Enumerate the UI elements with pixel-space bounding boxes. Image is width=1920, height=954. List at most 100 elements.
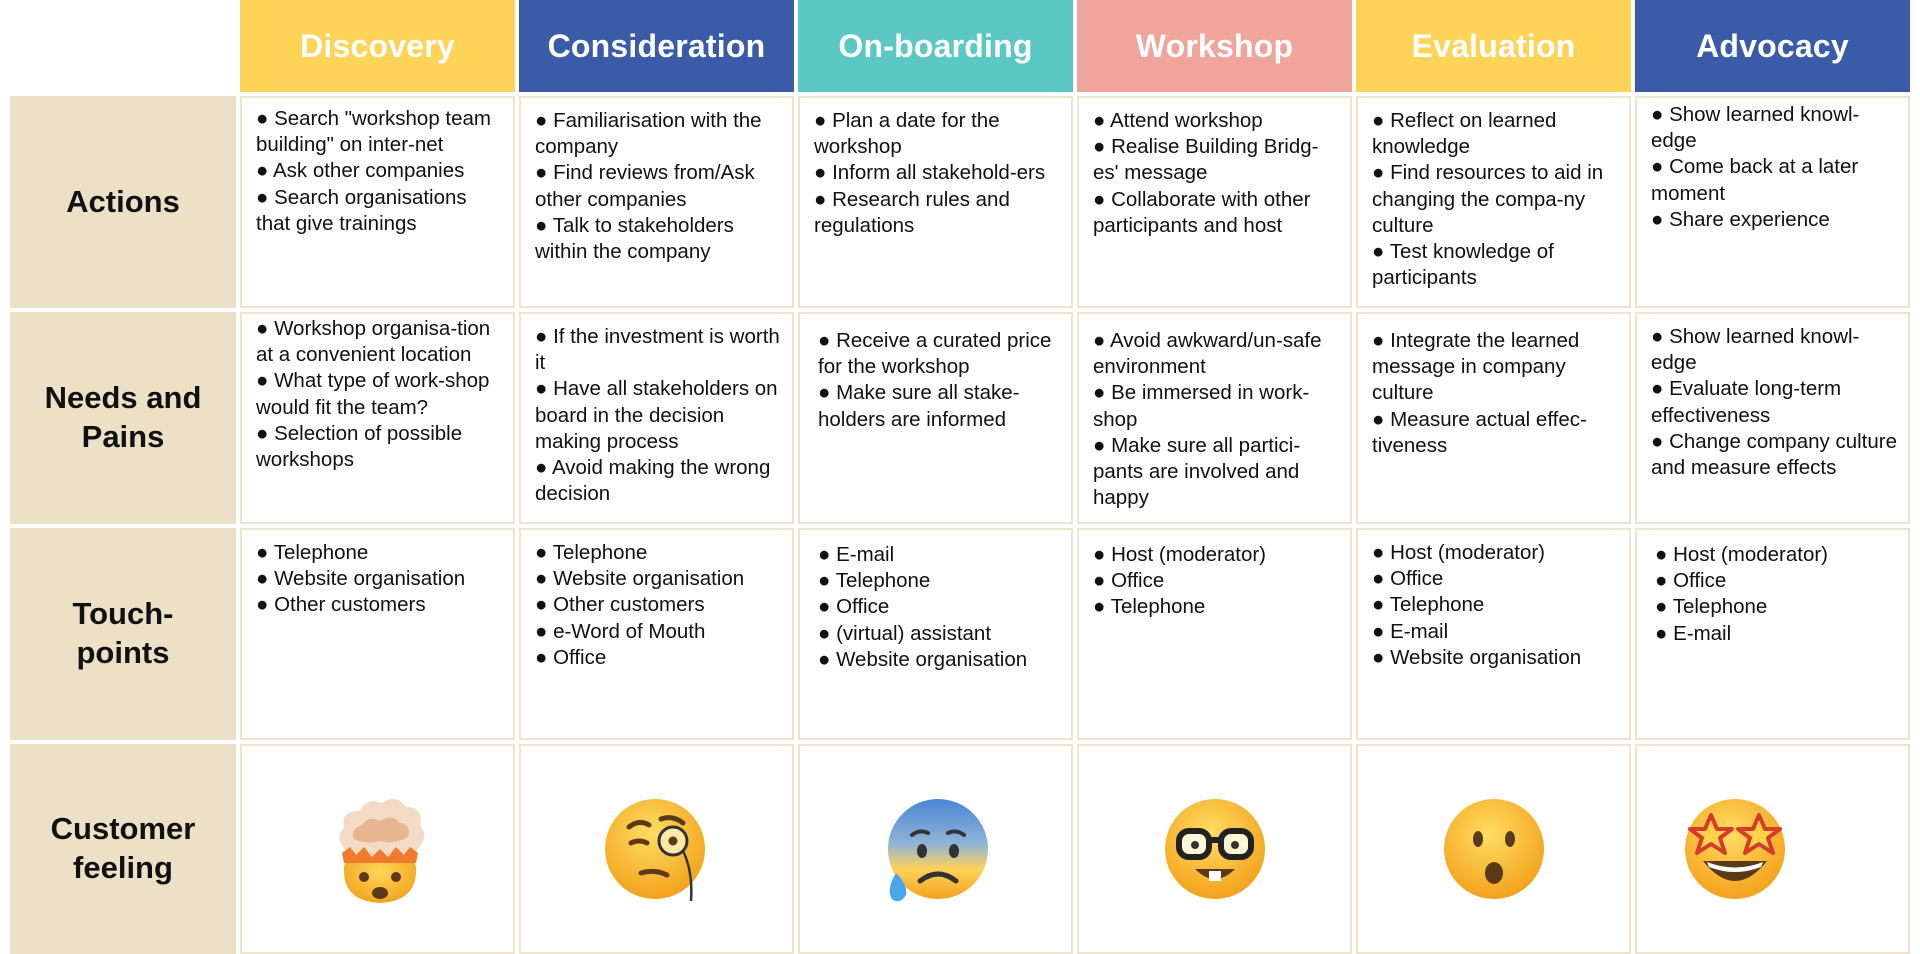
bullet-list: ● Show learned knowl-edge ● Come back at … <box>1651 102 1898 233</box>
bullet-list: ● Integrate the learned message in compa… <box>1372 328 1619 459</box>
bullet-item: ● Selection of possible workshops <box>256 421 463 472</box>
bullet-item: ● Be immersed in work-shop <box>1093 381 1310 431</box>
bullet-item: ● Search organisations that give trainin… <box>256 185 467 235</box>
bullet-item: ● Telephone <box>1093 595 1206 619</box>
bullet-item: ● Change company culture and measure eff… <box>1651 429 1897 480</box>
bullet-item: ● Avoid awkward/un-safe environment <box>1093 329 1322 379</box>
bullet-item: ● Office <box>1655 569 1727 593</box>
row-header-label: Customer feeling <box>51 810 196 888</box>
bullet-item: ● Inform all stakehold-ers <box>814 161 1046 185</box>
stage-header-consideration: Consideration <box>519 0 794 92</box>
bullet-item: ● Office <box>1372 567 1444 591</box>
bullet-item: ● Website organisation <box>256 567 466 591</box>
bullet-list: ● E-mail ● Telephone ● Office ● (virtual) a… <box>818 542 1061 673</box>
row-header-needs-and-pains: Needs and Pains <box>10 312 236 524</box>
bullet-item: ● Office <box>818 595 890 619</box>
actions-cell-onboarding: ● Plan a date for the workshop ● Inform a… <box>798 96 1073 308</box>
needs-cell-advocacy: ● Show learned knowl-edge ● Evaluate long… <box>1635 312 1910 524</box>
bullet-item: ● e-Word of Mouth <box>535 619 706 643</box>
needs-cell-evaluation: ● Integrate the learned message in compa… <box>1356 312 1631 524</box>
stage-header-onboarding: On-boarding <box>798 0 1073 92</box>
bullet-item: ● Realise Building Bridg-es' message <box>1093 135 1319 185</box>
bullet-item: ● Collaborate with other participants an… <box>1093 187 1311 237</box>
actions-cell-evaluation: ● Reflect on learned knowledge ● Find res… <box>1356 96 1631 308</box>
bullet-item: ● Show learned knowl-edge <box>1651 103 1860 153</box>
bullet-item: ● Office <box>535 645 607 669</box>
bullet-list: ● Host (moderator) ● Office ● Telephone <box>1093 542 1340 621</box>
bullet-item: ● Reflect on learned knowledge <box>1372 109 1557 159</box>
bullet-item: ● Integrate the learned message in compa… <box>1372 329 1580 405</box>
bullet-item: ● Familiarisation with the company <box>535 109 762 159</box>
stage-header-advocacy: Advocacy <box>1635 0 1910 92</box>
touchpoints-cell-workshop: ● Host (moderator) ● Office ● Telephone <box>1077 528 1352 740</box>
feeling-cell-discovery <box>240 744 515 954</box>
bullet-list: ● Reflect on learned knowledge ● Find res… <box>1372 108 1619 292</box>
bullet-item: ● E-mail <box>1372 619 1449 643</box>
bullet-item: ● Workshop organisa-tion at a convenient… <box>256 317 491 367</box>
bullet-item: ● Find reviews from/Ask other companies <box>535 161 755 211</box>
exploding-head-emoji <box>339 798 425 903</box>
bullet-list: ● Familiarisation with the company ● Find… <box>535 108 782 265</box>
stage-header-discovery: Discovery <box>240 0 515 92</box>
bullet-item: ● Attend workshop <box>1093 109 1263 132</box>
bullet-item: ● Evaluate long-term effectiveness <box>1651 377 1842 427</box>
feeling-cell-consideration <box>519 744 794 954</box>
row-header-label: Touch-points <box>72 595 173 673</box>
stage-header-workshop: Workshop <box>1077 0 1352 92</box>
actions-cell-discovery: ● Search "workshop team building" on int… <box>240 96 515 308</box>
bullet-list: ● Telephone ● Website organisation ● Other… <box>256 540 503 619</box>
bullet-item: ● Telephone <box>1372 593 1485 617</box>
bullet-item: ● Have all stakeholders on board in the … <box>535 377 778 453</box>
bullet-item: ● Telephone <box>535 541 648 564</box>
row-header-label: Actions <box>66 183 180 219</box>
needs-cell-discovery: ● Workshop organisa-tion at a convenient… <box>240 312 515 524</box>
bullet-item: ● Telephone <box>818 569 931 593</box>
bullet-item: ● Website organisation <box>1372 645 1582 669</box>
touchpoints-cell-evaluation: ● Host (moderator) ● Office ● Telephone ● E… <box>1356 528 1631 740</box>
row-header-line: Pains <box>81 419 165 454</box>
bullet-item: ● Ask other companies <box>256 159 465 183</box>
bullet-item: ● Make sure all stake-holders are inform… <box>818 381 1020 431</box>
bullet-list: ● Telephone ● Website organisation ● Other… <box>535 540 782 671</box>
needs-cell-workshop: ● Avoid awkward/un-safe environment ● Be … <box>1077 312 1352 524</box>
bullet-item: ● Research rules and regulations <box>814 187 1010 237</box>
anxious-sweat-face-emoji <box>887 799 988 902</box>
bullet-item: ● Find resources to aid in changing the … <box>1372 161 1604 237</box>
needs-cell-consideration: ● If the investment is worth it ● Have al… <box>519 312 794 524</box>
nerd-face-emoji <box>1164 799 1265 899</box>
bullet-item: ● Office <box>1093 569 1165 593</box>
stage-header-evaluation: Evaluation <box>1356 0 1631 92</box>
row-header-line: Touch- <box>72 596 174 632</box>
bullet-item: ● If the investment is worth it <box>535 325 780 375</box>
bullet-item: ● (virtual) assistant <box>818 621 992 645</box>
needs-cell-onboarding: ● Receive a curated price for the worksh… <box>798 312 1073 524</box>
actions-cell-advocacy: ● Show learned knowl-edge ● Come back at … <box>1635 96 1910 308</box>
bullet-item: ● Other customers <box>256 593 426 617</box>
bullet-item: ● Talk to stakeholders within the compan… <box>535 213 734 264</box>
bullet-item: ● E-mail <box>818 543 895 566</box>
bullet-list: ● Search "workshop team building" on int… <box>256 106 503 237</box>
star-struck-emoji <box>1685 799 1785 899</box>
row-header-customer-feeling: Customer feeling <box>10 744 236 954</box>
bullet-item: ● Come back at a later moment <box>1651 155 1859 205</box>
bullet-item: ● Test knowledge of participants <box>1372 240 1554 290</box>
bullet-item: ● Website organisation <box>535 567 745 591</box>
bullet-item: ● Show learned knowl-edge <box>1651 325 1860 375</box>
monocle-face-emoji <box>604 799 705 902</box>
touchpoints-cell-discovery: ● Telephone ● Website organisation ● Other… <box>240 528 515 740</box>
touchpoints-cell-onboarding: ● E-mail ● Telephone ● Office ● (virtual) a… <box>798 528 1073 740</box>
bullet-item: ● Make sure all partici-pants are involv… <box>1093 433 1301 510</box>
bullet-item: ● Website organisation <box>818 647 1028 671</box>
bullet-list: ● Plan a date for the workshop ● Inform a… <box>814 108 1061 239</box>
row-header-touchpoints: Touch-points <box>10 528 236 740</box>
bullet-item: ● Plan a date for the workshop <box>814 109 1000 159</box>
bullet-list: ● Avoid awkward/un-safe environment ● Be … <box>1093 328 1340 512</box>
row-header-line: points <box>76 635 170 670</box>
feeling-cell-advocacy <box>1635 744 1910 954</box>
corner-cell <box>10 0 236 92</box>
bullet-item: ● Receive a curated price for the worksh… <box>818 329 1052 379</box>
bullet-item: ● Host (moderator) <box>1372 541 1546 564</box>
hushed-face-emoji <box>1443 799 1544 899</box>
bullet-item: ● Other customers <box>535 593 705 617</box>
feeling-cell-evaluation <box>1356 744 1631 954</box>
